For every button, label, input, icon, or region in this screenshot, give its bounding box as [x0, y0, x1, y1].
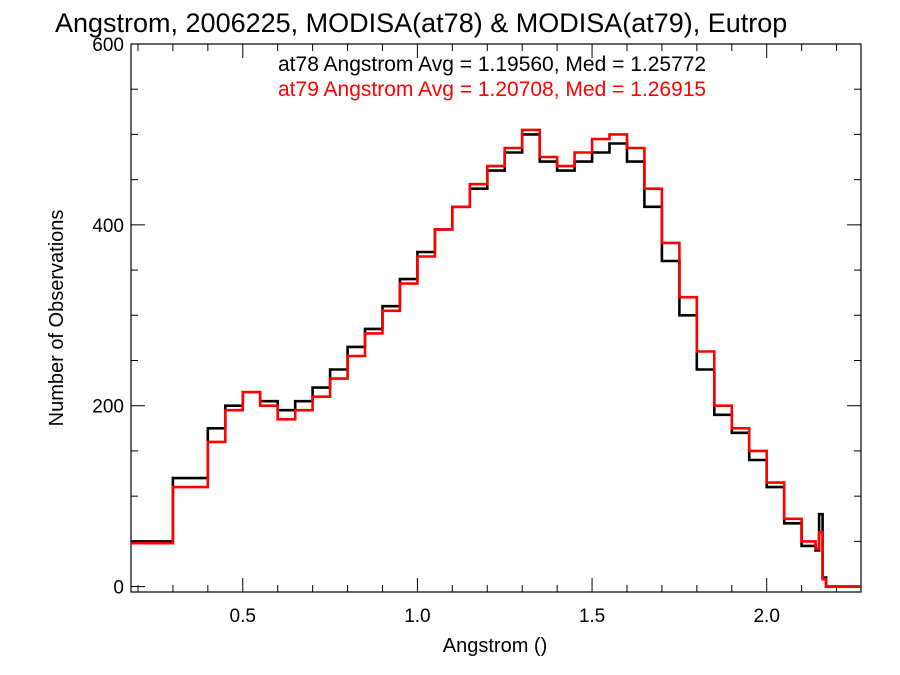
y-tick-label: 200: [92, 397, 124, 418]
y-axis-ticks: 0 200 400 600: [92, 35, 861, 599]
x-tick-label: 1.0: [404, 606, 430, 627]
y-tick-label: 600: [92, 35, 124, 56]
plot-frame: [130, 43, 862, 593]
series-layer: [131, 128, 861, 588]
x-tick-label: 2.0: [753, 606, 779, 627]
y-tick-label: 0: [113, 578, 124, 599]
at78-stats-annotation: at78 Angstrom Avg = 1.19560, Med = 1.257…: [278, 53, 706, 76]
y-axis-label: Number of Observations: [46, 210, 68, 427]
chart-title: Angstrom, 2006225, MODISA(at78) & MODISA…: [55, 8, 787, 38]
at79-stats-annotation: at79 Angstrom Avg = 1.20708, Med = 1.269…: [278, 78, 706, 101]
series-at79-line: [131, 128, 861, 588]
x-tick-label: 0.5: [230, 606, 256, 627]
series-at78-line: [131, 133, 861, 588]
x-axis-ticks: 0.5 1.0 1.5 2.0: [137, 44, 838, 627]
x-axis-label: Angstrom (): [443, 635, 547, 657]
y-tick-label: 400: [92, 216, 124, 237]
x-tick-label: 1.5: [579, 606, 605, 627]
